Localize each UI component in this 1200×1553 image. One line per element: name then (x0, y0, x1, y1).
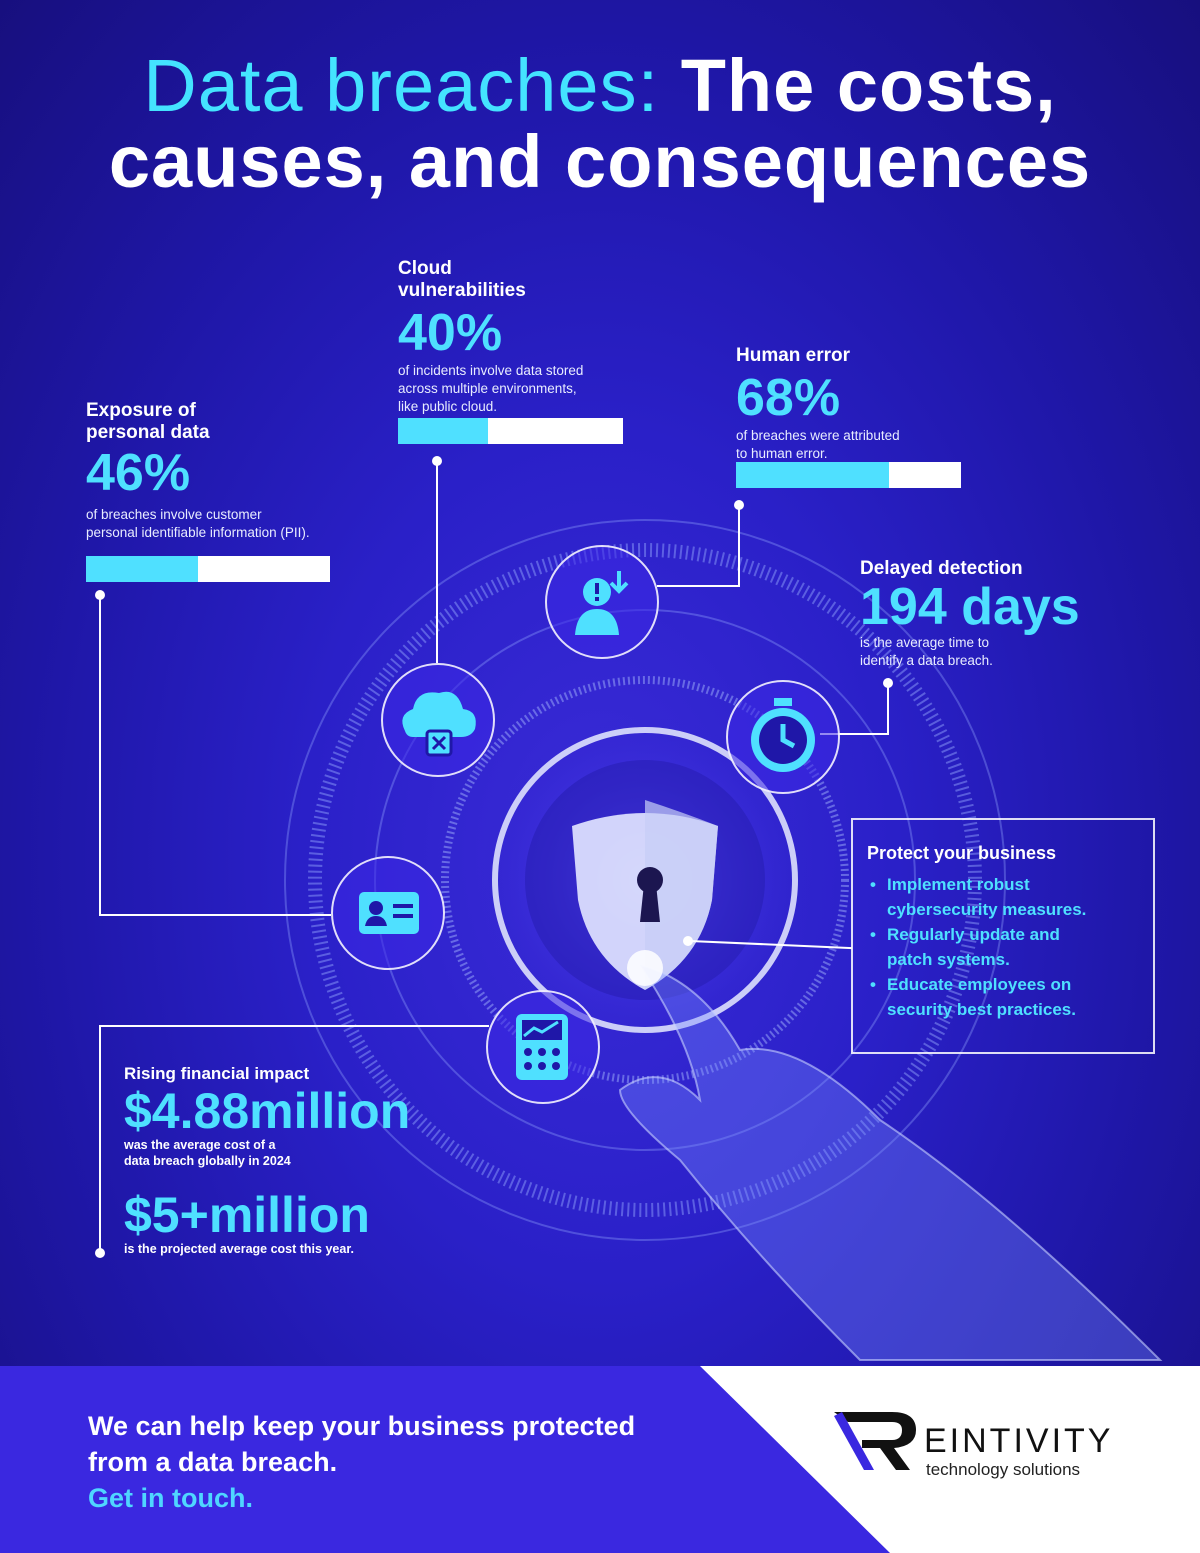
protect-item: Regularly update and patch systems. (870, 922, 1153, 972)
financial-desc-1a: was the average cost of a (124, 1138, 276, 1152)
cta-line-1: We can help keep your business protected (88, 1411, 636, 1441)
human-label: Human error (736, 345, 851, 366)
person-alert-icon (575, 571, 629, 635)
human-desc-2: to human error. (736, 446, 828, 461)
delayed-desc-1: is the average time to (860, 635, 990, 650)
protect-item: Educate employees on security best practi… (870, 972, 1153, 1022)
id-card-icon (359, 892, 419, 934)
cloud-progress-bar (398, 418, 623, 444)
connector-dot-protect (683, 936, 693, 946)
shield-shade (645, 800, 718, 990)
protect-item-1a: Implement robust (887, 875, 1030, 894)
id-card-circle (331, 856, 445, 970)
exposure-desc-2: personal identifiable information (PII). (86, 525, 310, 540)
stat-delayed: Delayed detection 194 days is the averag… (860, 558, 1180, 670)
stat-financial: Rising financial impact $4.88million was… (124, 1063, 544, 1257)
cta-line-2: from a data breach. (88, 1447, 338, 1477)
connector-line-delayed-h (820, 733, 889, 735)
get-in-touch-link[interactable]: Get in touch. (88, 1483, 253, 1513)
calculator-chart-icon (516, 1014, 568, 1080)
cloud-desc-2: across multiple environments, (398, 381, 577, 396)
protect-title: Protect your business (867, 843, 1057, 863)
touch-glow (627, 950, 663, 986)
connector-line-financial-v (99, 1025, 101, 1250)
financial-value-2: $5+million (124, 1187, 370, 1243)
cloud-label-2: vulnerabilities (398, 280, 526, 301)
cloud-label-1: Cloud (398, 258, 452, 279)
hud-ring-inner-ticks (441, 676, 849, 1084)
connector-line-human-v (738, 505, 740, 587)
connector-dot-financial (95, 1248, 105, 1258)
footer-cta: We can help keep your business protected… (88, 1408, 728, 1516)
protect-item-3a: Educate employees on (887, 975, 1072, 994)
human-value: 68% (736, 369, 841, 427)
logo-tagline: technology solutions (926, 1460, 1081, 1479)
stopwatch-circle (726, 680, 840, 794)
reintivity-logo: EINTIVITY technology solutions (832, 1404, 1132, 1484)
human-desc-1: of breaches were attributed (736, 428, 900, 443)
title-bold-1: The costs, (680, 44, 1057, 127)
protect-item-2b: patch systems. (887, 950, 1010, 969)
stat-human: Human error 68% of breaches were attribu… (736, 345, 996, 463)
connector-line-financial-h (99, 1025, 489, 1027)
stat-exposure: Exposure of personal data 46% of breache… (86, 400, 386, 542)
keyhole-slot (640, 884, 660, 922)
protect-box: Protect your business Implement robust cy… (851, 818, 1155, 1054)
exposure-label-1: Exposure of (86, 400, 196, 421)
exposure-progress-fill (86, 556, 199, 582)
cloud-desc-1: of incidents involve data stored (398, 363, 584, 378)
delayed-value: 194 days (860, 578, 1080, 636)
connector-line-human-h (657, 585, 740, 587)
connector-line-exposure-h (99, 914, 331, 916)
financial-value-1: $4.88million (124, 1083, 411, 1139)
title-light: Data breaches: (143, 44, 660, 127)
stat-cloud: Cloud vulnerabilities 40% of incidents i… (398, 258, 658, 416)
exposure-value: 46% (86, 444, 191, 502)
cloud-desc-3: like public cloud. (398, 399, 498, 414)
cloud-progress-fill (398, 418, 488, 444)
hud-ring-bright (492, 727, 798, 1033)
financial-label: Rising financial impact (124, 1064, 310, 1083)
keyhole-icon (637, 867, 663, 893)
cloud-value: 40% (398, 304, 503, 362)
delayed-label: Delayed detection (860, 558, 1023, 579)
calculator-circle (486, 990, 600, 1104)
hand-icon (618, 963, 1163, 1361)
human-error-circle (545, 545, 659, 659)
logo-brand: EINTIVITY (924, 1422, 1114, 1460)
connector-line-exposure-v (99, 595, 101, 915)
protect-item-1b: cybersecurity measures. (887, 900, 1087, 919)
connector-line-delayed-v (887, 683, 889, 735)
human-progress-bar (736, 462, 961, 488)
exposure-progress-bar (86, 556, 330, 582)
protect-item-3b: security best practices. (887, 1000, 1076, 1019)
cloud-circle (381, 663, 495, 777)
exposure-label-2: personal data (86, 422, 210, 443)
stopwatch-icon (751, 698, 815, 772)
financial-desc-1b: data breach globally in 2024 (124, 1154, 291, 1168)
cloud-error-icon (402, 691, 476, 757)
exposure-desc-1: of breaches involve customer (86, 507, 262, 522)
protect-item-2a: Regularly update and (887, 925, 1060, 944)
protect-item: Implement robust cybersecurity measures. (870, 872, 1153, 922)
human-progress-fill (736, 462, 889, 488)
logo-r-mark-icon (834, 1412, 916, 1470)
financial-desc-2: is the projected average cost this year. (124, 1242, 354, 1256)
delayed-desc-2: identify a data breach. (860, 653, 993, 668)
connector-line-cloud (436, 461, 438, 663)
page-title: Data breaches: The costs, causes, and co… (0, 48, 1200, 200)
title-bold-2: causes, and consequences (108, 120, 1092, 203)
hud-background (284, 519, 1163, 1361)
